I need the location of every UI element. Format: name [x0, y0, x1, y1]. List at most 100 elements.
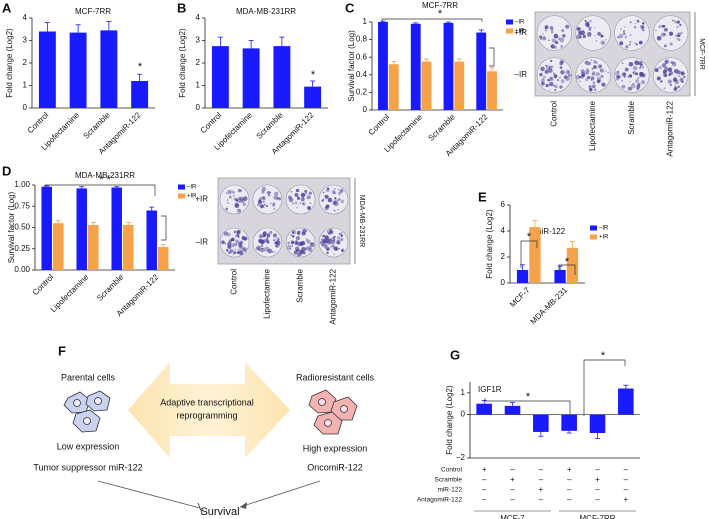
colony — [233, 230, 237, 234]
bracket — [161, 215, 167, 241]
colony — [668, 31, 674, 36]
colony — [553, 72, 555, 75]
bar — [529, 227, 541, 283]
column-label: Lipofectamine — [588, 100, 597, 150]
colony — [341, 248, 345, 252]
bar — [618, 388, 634, 415]
colony — [600, 40, 606, 45]
right-title: Radioresistant cells — [296, 372, 375, 382]
colony — [552, 65, 554, 68]
colony — [260, 247, 266, 253]
row-label: –IR — [196, 238, 209, 247]
colony — [680, 72, 683, 75]
colony — [234, 203, 240, 208]
colony — [233, 195, 235, 197]
panel-letter: B — [177, 0, 186, 15]
bar — [111, 187, 122, 270]
colony — [637, 77, 640, 80]
colony — [261, 190, 265, 194]
y-tick-label: 0.4 — [356, 70, 368, 79]
colony — [326, 251, 329, 255]
condition-sign: – — [624, 475, 629, 484]
colony — [621, 62, 624, 65]
right-expression: High expression — [303, 443, 368, 453]
colony — [308, 191, 312, 195]
plate-well — [575, 15, 611, 51]
bar — [131, 81, 149, 108]
condition-sign: – — [482, 475, 487, 484]
y-tick-label: 1 — [461, 388, 466, 397]
colony — [567, 71, 570, 74]
colony — [340, 232, 343, 234]
colony — [302, 197, 304, 199]
column-label: Control — [230, 269, 239, 295]
bracket — [44, 184, 156, 196]
annotation: * — [601, 350, 606, 362]
colony — [565, 24, 570, 29]
colony — [565, 76, 570, 82]
colony — [295, 249, 298, 252]
condition-sign: – — [595, 495, 600, 504]
colony — [306, 195, 311, 200]
colony — [629, 21, 632, 24]
right-role: OncomiR-122 — [307, 462, 363, 472]
condition-sign: + — [510, 475, 515, 484]
colony — [539, 72, 543, 77]
colony — [336, 240, 339, 243]
colony — [670, 61, 674, 65]
y-tick-label: 0 — [196, 103, 201, 112]
colony — [291, 235, 295, 238]
colony — [567, 73, 572, 78]
row-label: +IR — [514, 28, 527, 37]
colony — [561, 34, 566, 38]
colony — [673, 77, 678, 82]
bar — [158, 247, 169, 270]
colony — [294, 241, 299, 245]
condition-sign: – — [624, 485, 629, 494]
colony — [595, 72, 600, 77]
y-tick-label: 1 — [23, 81, 28, 90]
y-tick-label: 2 — [196, 58, 201, 67]
double-arrow — [128, 362, 290, 458]
colony — [305, 192, 307, 195]
colony — [290, 190, 293, 193]
y-tick-label: 1 — [196, 81, 201, 90]
colony — [553, 84, 556, 87]
colony — [627, 75, 630, 78]
chart-title: MCF-7RR — [422, 1, 458, 10]
condition-sign: + — [538, 485, 543, 494]
colony — [658, 66, 662, 70]
y-tick-label: 3 — [196, 36, 201, 45]
x-tick-label: Lipofectamine — [49, 272, 91, 314]
colony — [676, 74, 679, 76]
colony — [276, 237, 280, 241]
colony — [676, 20, 680, 24]
colony — [624, 35, 628, 39]
bar — [41, 186, 52, 270]
y-tick-label: 1.00 — [14, 180, 30, 189]
colony — [305, 238, 309, 241]
y-tick-label: 2 — [501, 252, 506, 261]
colony — [259, 204, 263, 208]
condition-sign: – — [567, 485, 572, 494]
colony — [586, 75, 591, 80]
plate-well — [652, 57, 689, 93]
colony — [338, 233, 341, 236]
legend-label: –IR — [187, 185, 197, 191]
colony — [300, 242, 302, 244]
colony — [549, 77, 554, 82]
plate-well — [536, 57, 573, 93]
condition-sign: – — [510, 495, 515, 504]
colony — [593, 74, 595, 76]
colony — [632, 83, 635, 85]
colony — [268, 232, 270, 235]
colony — [542, 36, 547, 41]
colony — [628, 61, 634, 67]
colony — [237, 241, 242, 246]
arrow-text: Adaptive transcriptional — [160, 397, 254, 407]
y-axis-label: Survival factor (Log) — [347, 30, 356, 102]
y-tick-label: 0.25 — [14, 244, 30, 253]
colony — [289, 248, 292, 250]
colony — [638, 67, 642, 70]
colony — [623, 26, 626, 28]
